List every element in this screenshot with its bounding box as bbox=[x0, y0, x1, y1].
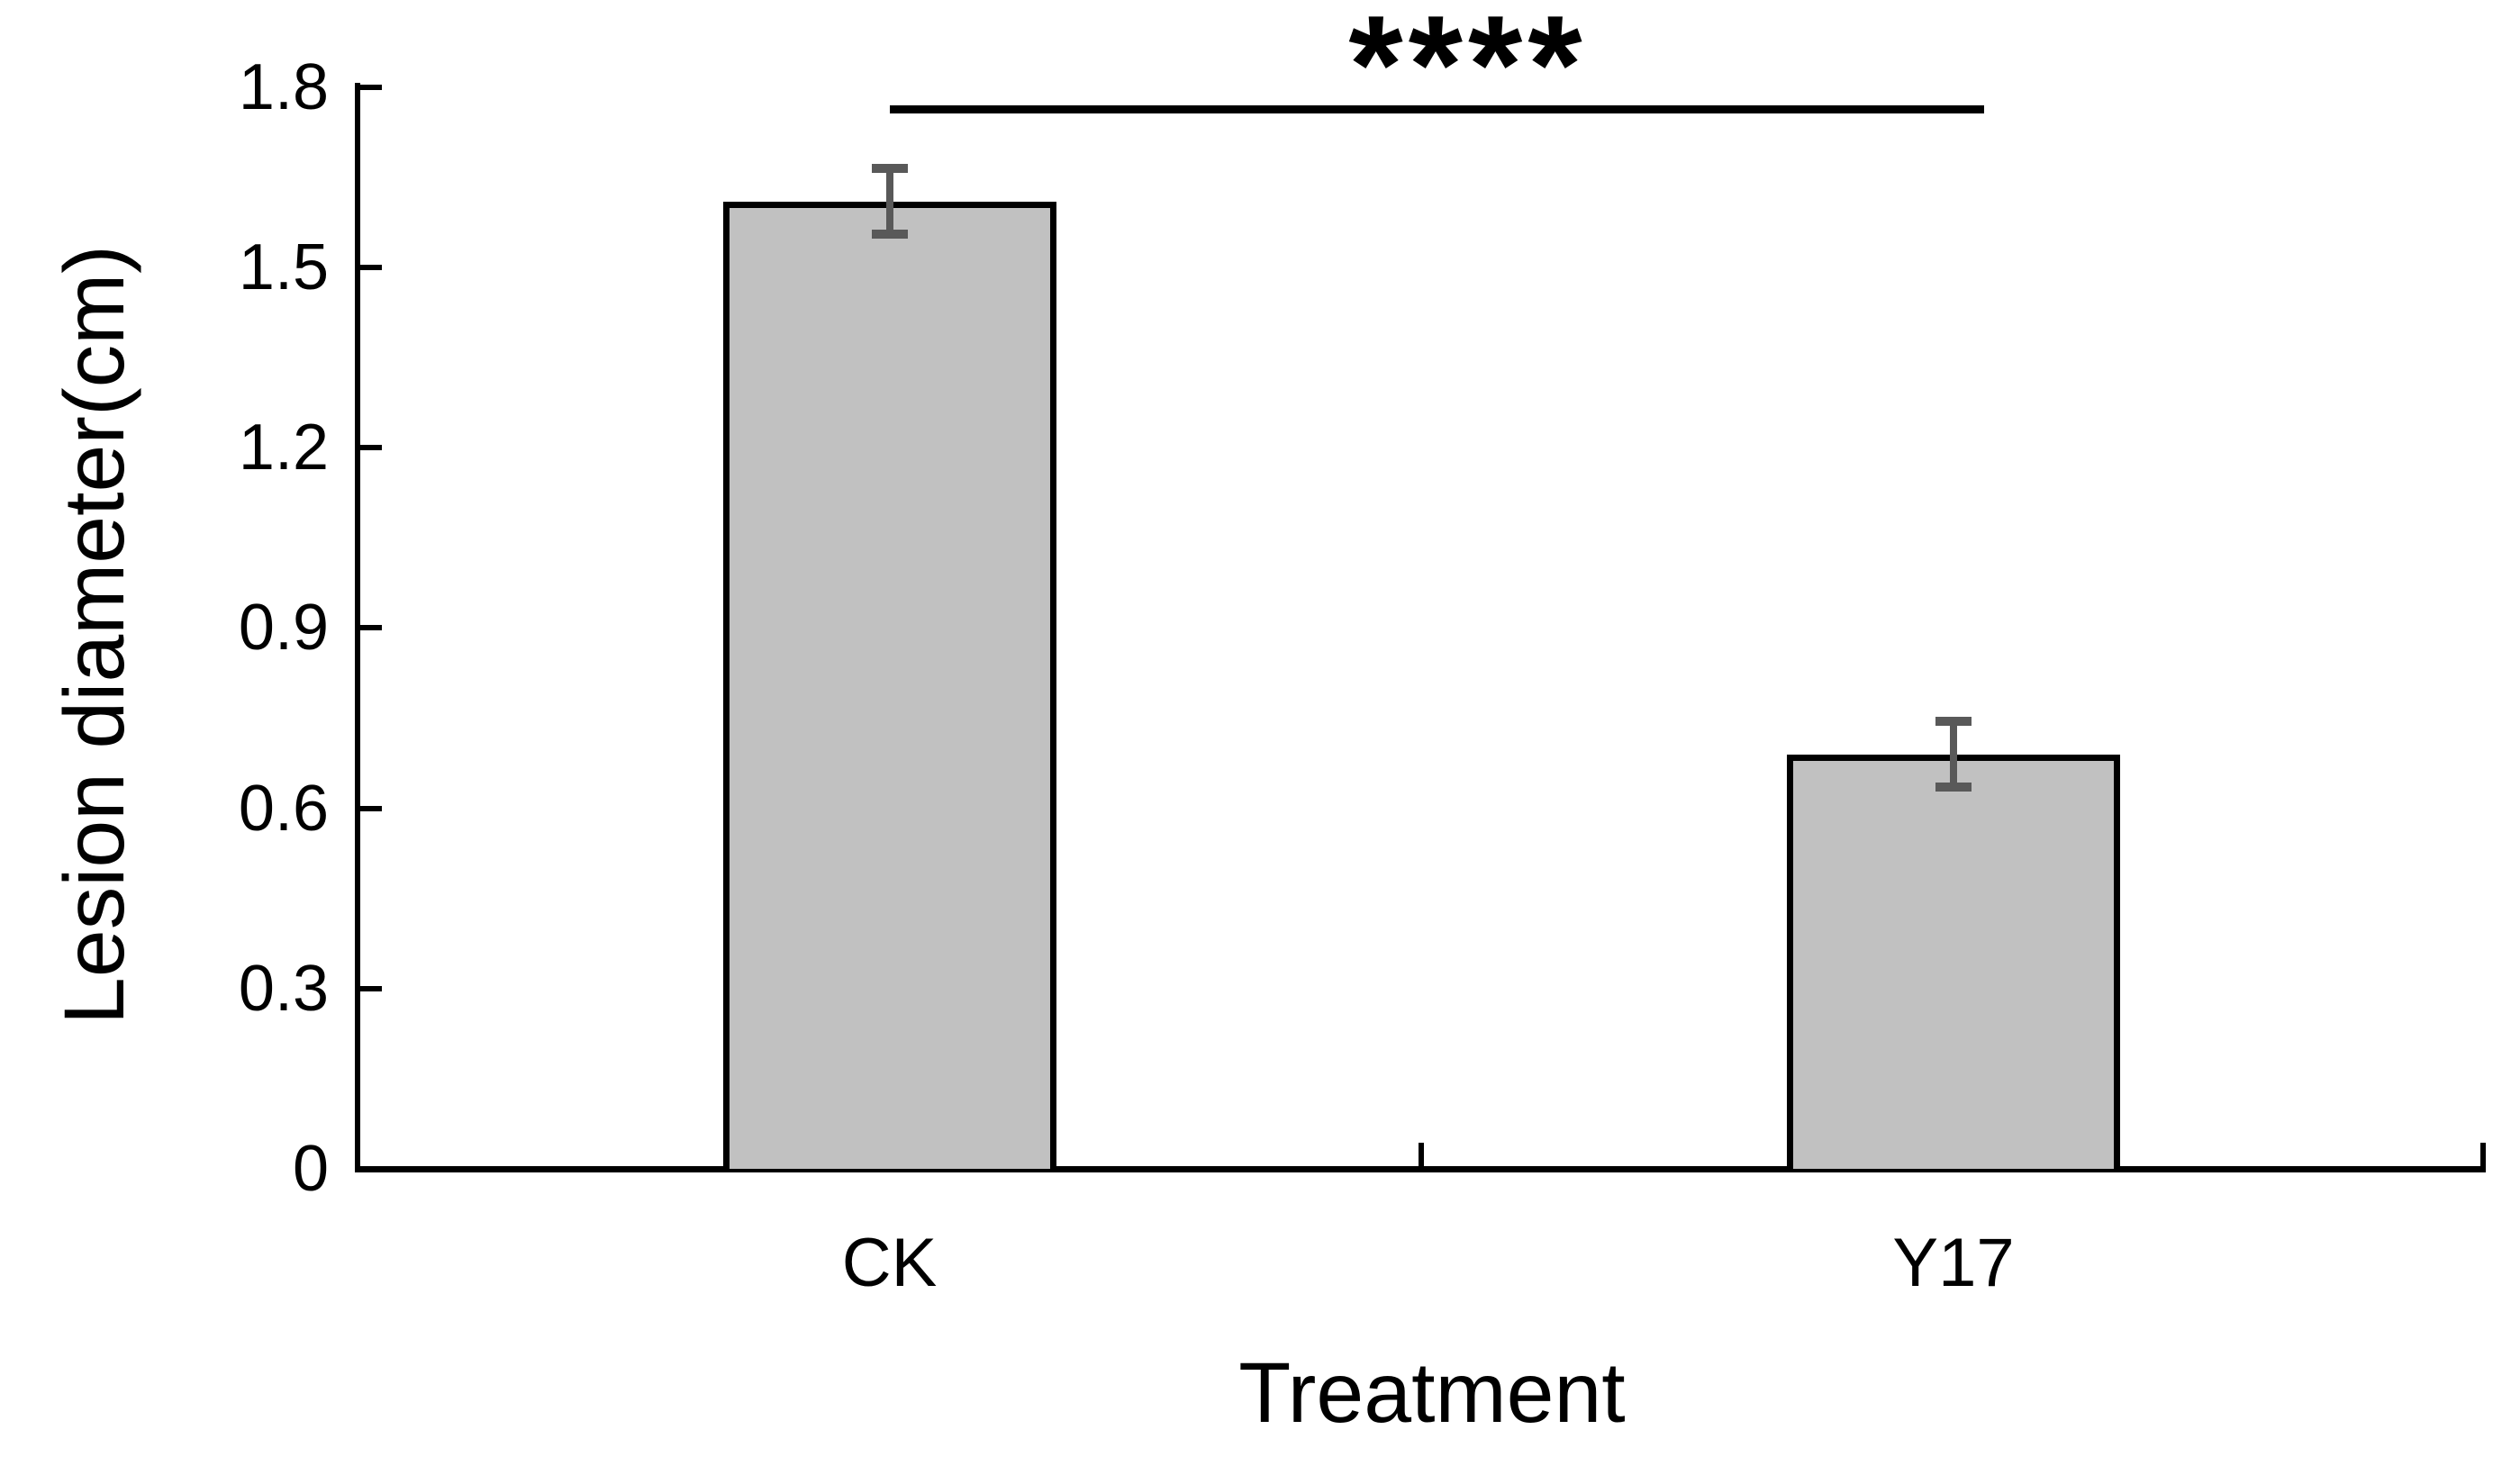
y-axis-line bbox=[355, 83, 360, 1172]
x-tick-center bbox=[1419, 1143, 1424, 1166]
y-tick-0.9 bbox=[360, 625, 382, 631]
y-tick-label-0.3: 0.3 bbox=[238, 952, 329, 1025]
error-bar-CK-bottom-cap bbox=[871, 230, 908, 240]
error-bar-CK bbox=[885, 167, 893, 235]
error-bar-Y17-top-cap bbox=[1935, 716, 1972, 726]
x-axis-title: Treatment bbox=[1238, 1345, 1626, 1441]
y-tick-1.8 bbox=[360, 84, 382, 90]
y-tick-0.6 bbox=[360, 805, 382, 811]
y-tick-1.5 bbox=[360, 265, 382, 271]
y-tick-1.2 bbox=[360, 445, 382, 451]
y-tick-0.3 bbox=[360, 985, 382, 991]
y-tick-label-0: 0 bbox=[292, 1133, 329, 1205]
y-tick-label-0.6: 0.6 bbox=[238, 772, 329, 845]
error-bar-Y17-bottom-cap bbox=[1935, 783, 1972, 792]
y-axis-title: Lesion diameter(cm) bbox=[47, 245, 142, 1025]
x-tick-right-end bbox=[2480, 1143, 2486, 1166]
x-category-label-Y17: Y17 bbox=[1892, 1225, 2015, 1301]
bar-Y17 bbox=[1787, 754, 2120, 1169]
y-tick-label-1.2: 1.2 bbox=[238, 412, 329, 484]
error-bar-CK-top-cap bbox=[871, 163, 908, 173]
x-axis-line bbox=[355, 1166, 2486, 1172]
significance-stars: **** bbox=[1348, 0, 1588, 142]
bar-CK bbox=[722, 201, 1056, 1169]
significance-line bbox=[890, 105, 1984, 113]
y-tick-label-0.9: 0.9 bbox=[238, 592, 329, 665]
x-category-label-CK: CK bbox=[841, 1225, 938, 1301]
error-bar-Y17 bbox=[1950, 720, 1957, 788]
y-tick-label-1.5: 1.5 bbox=[238, 231, 329, 304]
y-tick-label-1.8: 1.8 bbox=[238, 50, 329, 123]
